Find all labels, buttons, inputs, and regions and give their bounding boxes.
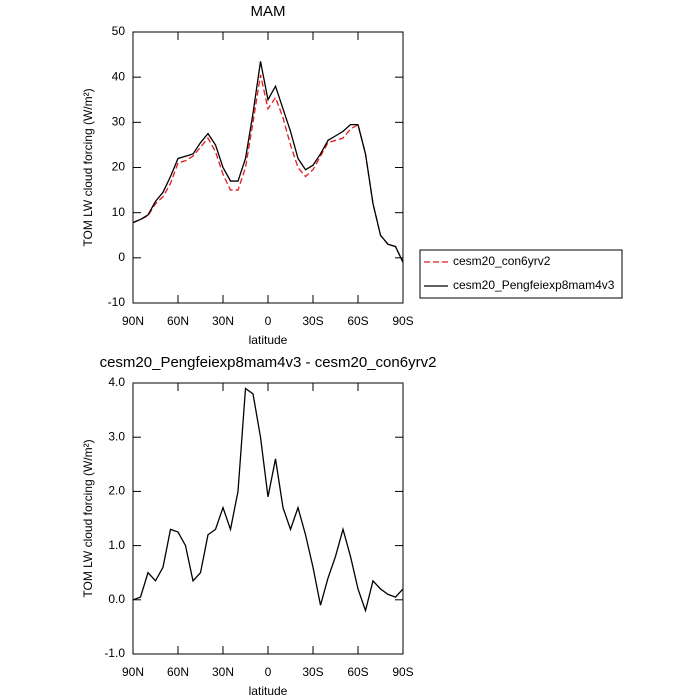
y-axis-label: TOM LW cloud forcing (W/m²) [81, 88, 95, 246]
x-tick-label: 90S [392, 665, 413, 679]
x-tick-label: 0 [265, 665, 272, 679]
legend-label: cesm20_con6yrv2 [453, 254, 551, 268]
y-tick-label: -1.0 [104, 646, 125, 660]
x-tick-label: 30N [212, 665, 234, 679]
y-tick-label: 4.0 [108, 375, 125, 389]
x-tick-label: 90S [392, 314, 413, 328]
x-tick-label: 60N [167, 665, 189, 679]
x-tick-label: 60N [167, 314, 189, 328]
y-tick-label: 3.0 [108, 429, 125, 443]
legend-box [419, 249, 623, 299]
series-line [132, 387, 404, 613]
series-line [132, 61, 404, 263]
x-tick-label: 30S [302, 665, 323, 679]
y-tick-label: 50 [112, 24, 126, 38]
y-tick-label: 0 [118, 250, 125, 264]
x-tick-label: 90N [122, 665, 144, 679]
y-tick-label: 30 [112, 115, 126, 129]
x-tick-label: 30S [302, 314, 323, 328]
y-tick-label: 40 [112, 69, 126, 83]
x-axis-label: latitude [249, 684, 288, 698]
y-tick-label: 2.0 [108, 484, 125, 498]
x-axis-label: latitude [249, 333, 288, 347]
series-line [132, 74, 404, 263]
y-tick-label: 10 [112, 205, 126, 219]
y-axis-label: TOM LW cloud forcing (W/m²) [81, 439, 95, 597]
y-tick-label: 20 [112, 160, 126, 174]
y-tick-label: 0.0 [108, 592, 125, 606]
plot-frame [132, 31, 404, 304]
x-tick-label: 60S [347, 314, 368, 328]
y-tick-label: 1.0 [108, 538, 125, 552]
chart-title: cesm20_Pengfeiexp8mam4v3 - cesm20_con6yr… [100, 354, 437, 371]
plot-frame [132, 382, 404, 655]
x-tick-label: 0 [265, 314, 272, 328]
y-tick-label: -10 [108, 295, 126, 309]
x-tick-label: 60S [347, 665, 368, 679]
x-tick-label: 30N [212, 314, 234, 328]
legend-label: cesm20_Pengfeiexp8mam4v3 [453, 278, 615, 292]
chart-title: MAM [251, 3, 286, 20]
x-tick-label: 90N [122, 314, 144, 328]
